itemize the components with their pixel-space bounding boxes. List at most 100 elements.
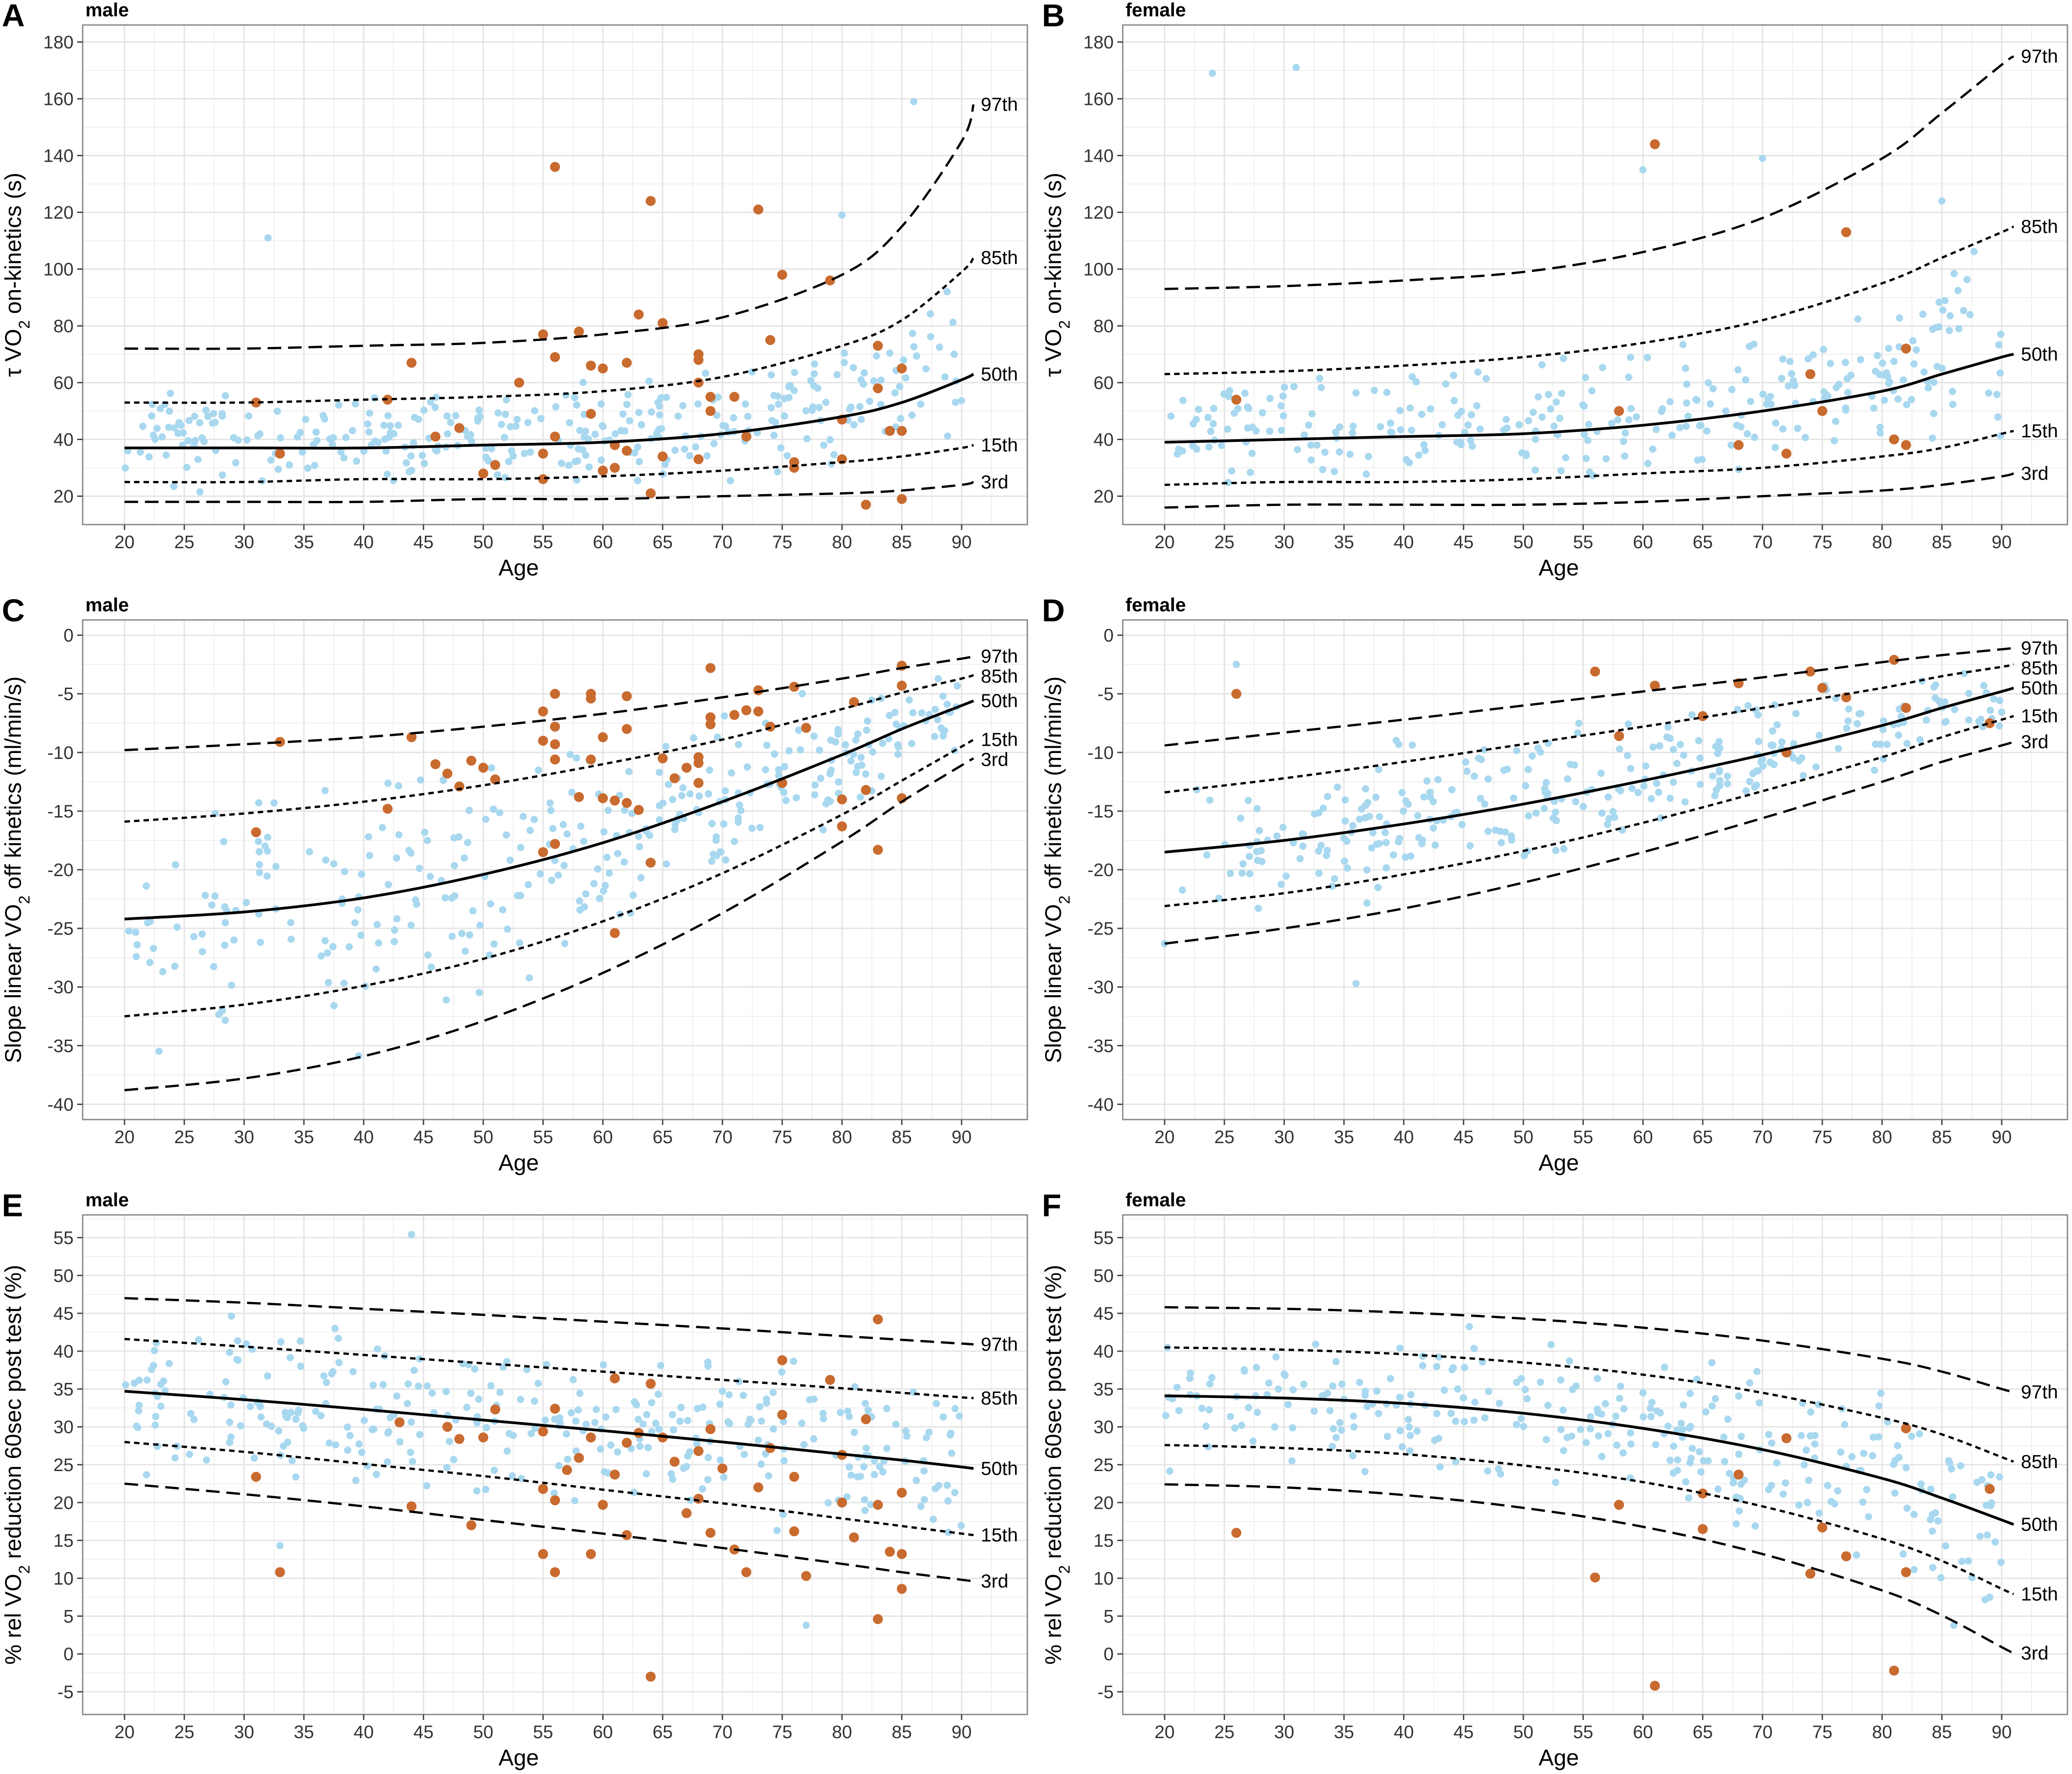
x-tick-label: 55	[533, 1127, 553, 1147]
sample-point	[256, 861, 263, 868]
sample-point	[179, 429, 187, 437]
panel-subtitle: female	[1125, 594, 1186, 615]
sample-point	[535, 766, 542, 774]
sample-point	[424, 837, 431, 844]
x-tick-label: 50	[1513, 1722, 1534, 1742]
curve-label: 85th	[981, 247, 1018, 268]
sample-point	[1179, 886, 1186, 894]
curve-label: 97th	[2021, 45, 2058, 67]
sample-point	[1910, 360, 1918, 368]
y-tick-label: 100	[1083, 260, 1114, 280]
sample-point	[1951, 706, 1958, 714]
sample-point	[1294, 446, 1301, 453]
sample-point	[300, 1424, 307, 1432]
sample-point	[833, 371, 841, 378]
sample-point	[143, 1471, 150, 1479]
sample-point	[1496, 1399, 1503, 1407]
sample-point	[1571, 761, 1578, 769]
x-tick-label: 60	[1633, 1127, 1653, 1147]
sample-point	[912, 1477, 920, 1484]
sample-point	[1326, 1407, 1334, 1414]
highlight-point	[1733, 1469, 1744, 1480]
sample-point	[635, 832, 643, 840]
sample-point	[877, 401, 885, 408]
sample-point	[165, 407, 173, 415]
sample-point	[679, 784, 687, 792]
sample-point	[1552, 847, 1560, 854]
x-tick-label: 75	[1812, 532, 1833, 552]
x-tick-label: 55	[1573, 532, 1593, 552]
sample-point	[221, 919, 229, 927]
sample-point	[605, 807, 612, 814]
x-tick-label: 55	[1573, 1127, 1593, 1147]
sample-point	[198, 930, 206, 938]
sample-point	[220, 838, 228, 846]
sample-point	[1773, 1459, 1781, 1467]
sample-point	[211, 892, 219, 900]
highlight-point	[478, 1432, 489, 1442]
sample-point	[757, 1460, 765, 1468]
sample-point	[708, 857, 716, 865]
sample-point	[210, 410, 218, 417]
sample-point	[1804, 355, 1812, 363]
sample-point	[1957, 1462, 1964, 1470]
sample-point	[191, 412, 198, 420]
highlight-point	[789, 463, 799, 473]
sample-point	[1308, 456, 1315, 464]
sample-point	[639, 1420, 647, 1428]
highlight-point	[538, 847, 548, 857]
sample-point	[1601, 1400, 1609, 1407]
sample-point	[643, 1411, 650, 1418]
sample-point	[321, 937, 329, 944]
sample-point	[575, 1406, 582, 1414]
curve-label: 15th	[2021, 420, 2058, 441]
highlight-point	[1650, 680, 1660, 691]
x-axis-title: Age	[1539, 1745, 1579, 1770]
sample-point	[891, 389, 899, 397]
y-tick-label: 15	[1094, 1531, 1114, 1551]
sample-point	[621, 427, 629, 435]
y-tick-label: 40	[1094, 430, 1114, 450]
sample-point	[340, 454, 348, 462]
sample-point	[841, 349, 848, 357]
sample-point	[663, 860, 670, 868]
sample-point	[321, 415, 328, 423]
highlight-point	[538, 448, 548, 459]
highlight-point	[657, 451, 668, 461]
sample-point	[1908, 1432, 1915, 1440]
x-tick-label: 25	[174, 1722, 195, 1742]
sample-point	[769, 1425, 777, 1433]
sample-point	[1733, 421, 1741, 429]
sample-point	[1460, 1394, 1467, 1402]
highlight-point	[1901, 440, 1911, 450]
sample-point	[1712, 743, 1720, 750]
highlight-point	[610, 795, 620, 806]
sample-point	[778, 1368, 786, 1376]
sample-point	[1948, 387, 1956, 395]
sample-point	[390, 476, 397, 484]
sample-point	[1782, 1479, 1789, 1487]
sample-point	[1246, 469, 1254, 476]
sample-point	[950, 350, 958, 358]
sample-point	[1754, 711, 1762, 719]
sample-point	[1815, 1401, 1823, 1408]
sample-point	[1432, 841, 1439, 849]
sample-point	[408, 466, 416, 474]
highlight-point	[1984, 1484, 1995, 1494]
sample-point	[257, 938, 264, 946]
y-tick-label: -5	[57, 1682, 74, 1702]
sample-point	[917, 400, 924, 408]
sample-point	[1790, 740, 1798, 748]
highlight-point	[693, 377, 704, 388]
x-tick-label: 50	[473, 1722, 494, 1742]
percentile-curve-97th	[1165, 1306, 2014, 1393]
sample-point	[1462, 758, 1469, 766]
sample-point	[655, 1425, 663, 1433]
sample-point	[1557, 467, 1565, 475]
sample-point	[346, 1432, 354, 1439]
y-tick-label: -35	[1087, 1036, 1114, 1056]
sample-point	[1941, 297, 1949, 304]
sample-point	[1854, 315, 1862, 323]
sample-point	[222, 1378, 230, 1386]
highlight-point	[885, 1546, 895, 1557]
